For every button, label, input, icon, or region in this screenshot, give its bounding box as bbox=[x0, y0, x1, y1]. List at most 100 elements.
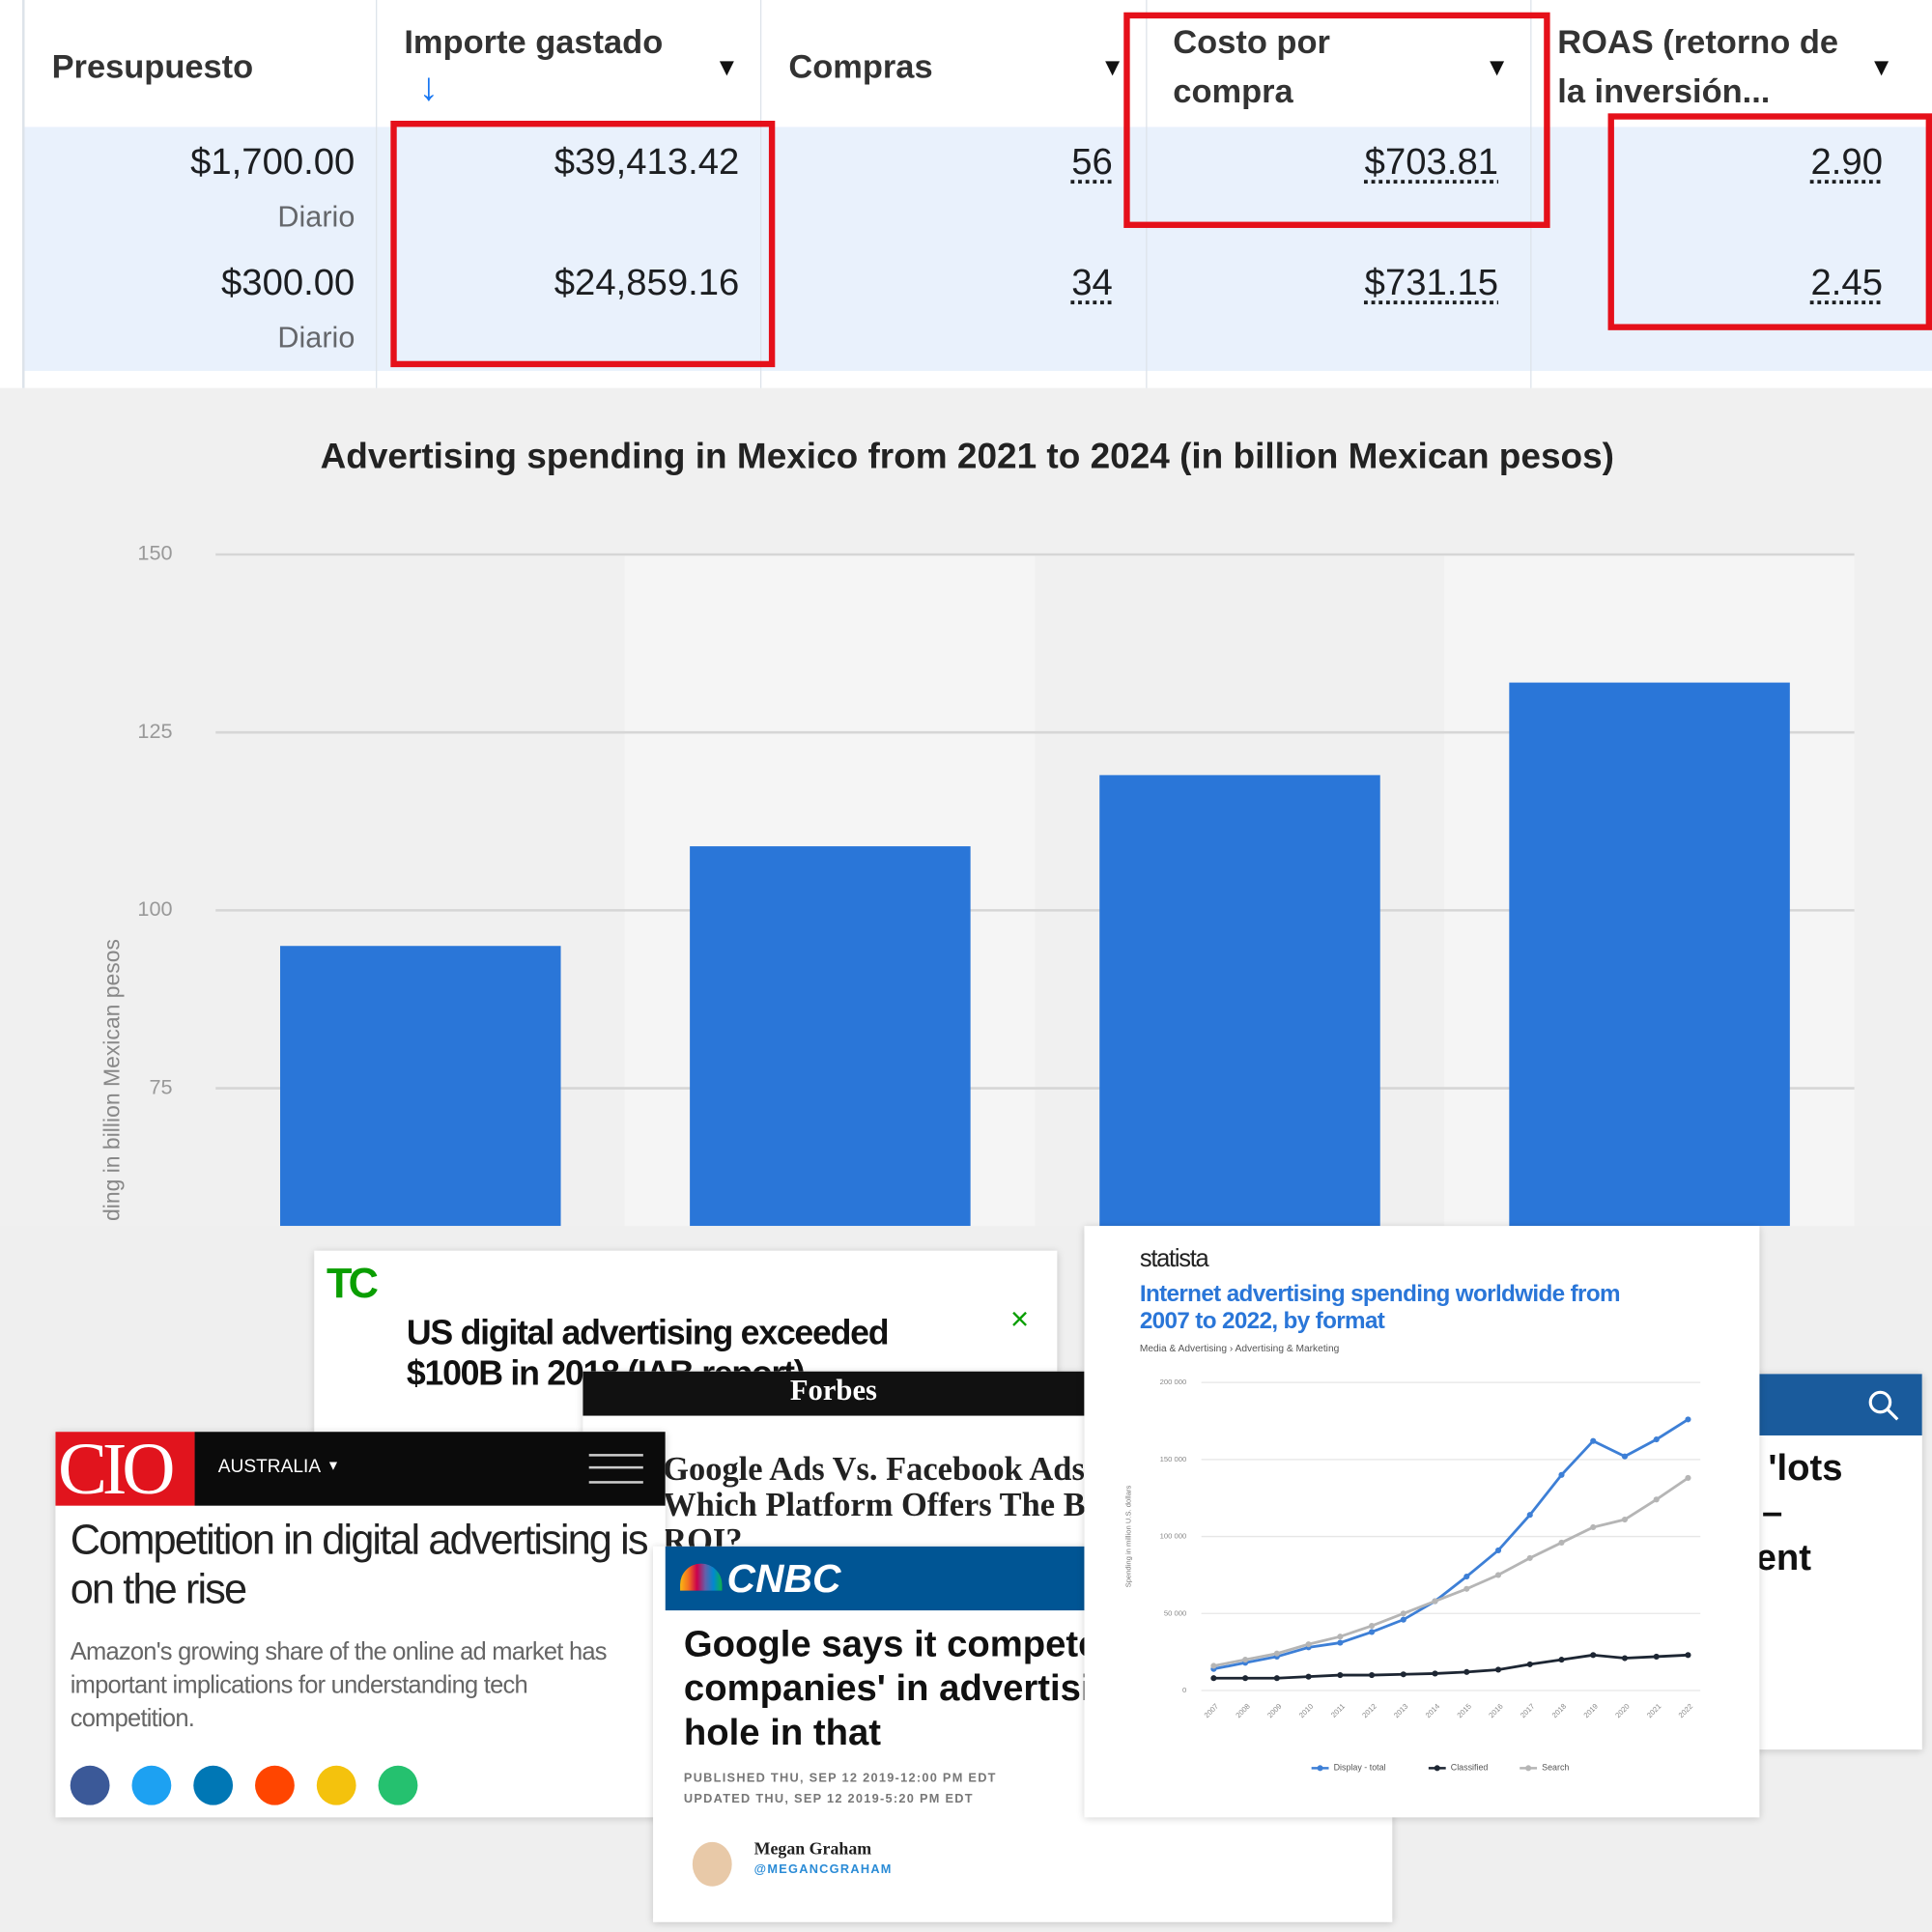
data-point bbox=[1337, 1671, 1344, 1679]
purchases[interactable]: 34 bbox=[1071, 262, 1113, 303]
print-icon[interactable] bbox=[378, 1765, 418, 1805]
search-icon[interactable] bbox=[1866, 1388, 1901, 1423]
data-point bbox=[1305, 1641, 1312, 1648]
cio-card: CIO AUSTRALIA ▼ Competition in digital a… bbox=[55, 1432, 666, 1818]
y-tick-label: 100 000 bbox=[1160, 1532, 1187, 1541]
column-header[interactable]: Presupuesto bbox=[51, 47, 254, 86]
cost-per-purchase[interactable]: $731.15 bbox=[1364, 262, 1499, 303]
search-icon-handle bbox=[1886, 1408, 1899, 1421]
edition[interactable]: AUSTRALIA bbox=[217, 1456, 322, 1478]
dropdown-icon[interactable]: ▼ bbox=[1100, 54, 1125, 82]
x-tick-label: 2019 bbox=[1582, 1702, 1600, 1719]
data-point bbox=[1432, 1670, 1438, 1677]
chart-title: Internet advertising spending worldwide … bbox=[1139, 1281, 1621, 1335]
roas[interactable]: 2.45 bbox=[1810, 262, 1883, 303]
dropdown-icon[interactable]: ▼ bbox=[1484, 54, 1510, 82]
dropdown-icon[interactable]: ▼ bbox=[714, 54, 740, 82]
legend-swatch-dot bbox=[1317, 1765, 1323, 1772]
column-header[interactable]: Compras bbox=[788, 47, 933, 86]
close-icon[interactable]: × bbox=[1009, 1299, 1030, 1337]
menu-icon[interactable] bbox=[588, 1454, 643, 1484]
column-divider bbox=[376, 0, 378, 388]
dropdown-icon[interactable]: ▼ bbox=[1868, 54, 1894, 82]
ads-table: Presupuesto Importe gastado ↓ ▼ Compras … bbox=[0, 0, 1932, 388]
x-tick-label: 2010 bbox=[1297, 1702, 1315, 1719]
chart-title: Advertising spending in Mexico from 2021… bbox=[321, 436, 1614, 475]
bar-chart: Advertising spending in Mexico from 2021… bbox=[0, 387, 1932, 1227]
series-line bbox=[1213, 1476, 1690, 1667]
headline-fragment: ent bbox=[1755, 1537, 1811, 1578]
logo: CIO bbox=[57, 1432, 176, 1510]
data-point bbox=[1463, 1585, 1470, 1592]
logo: TC bbox=[327, 1260, 379, 1308]
updated-date: UPDATED THU, SEP 12 2019-5:20 PM EDT bbox=[683, 1792, 974, 1806]
search-icon-lens bbox=[1868, 1390, 1892, 1414]
data-point bbox=[1558, 1657, 1565, 1663]
nav-bar bbox=[194, 1432, 666, 1506]
author-name[interactable]: Megan Graham bbox=[753, 1840, 872, 1860]
logo-box bbox=[55, 1432, 195, 1506]
statista-card: statista Internet advertising spending w… bbox=[1084, 1226, 1760, 1818]
linkedin-icon[interactable] bbox=[193, 1765, 234, 1805]
data-point bbox=[1558, 1471, 1565, 1478]
author-handle[interactable]: @MEGANCGRAHAM bbox=[753, 1862, 893, 1877]
line-chart: Spending in million U.S. dollars 0 50 000… bbox=[1123, 1378, 1701, 1773]
data-point bbox=[1400, 1616, 1406, 1623]
x-tick-label: 2009 bbox=[1265, 1702, 1283, 1719]
email-icon[interactable] bbox=[316, 1765, 356, 1805]
bar bbox=[280, 946, 561, 1227]
author-avatar[interactable] bbox=[692, 1841, 732, 1887]
facebook-icon[interactable] bbox=[70, 1765, 110, 1805]
bar bbox=[690, 846, 971, 1227]
data-point bbox=[1337, 1634, 1344, 1640]
column-header[interactable]: Costo por compra bbox=[1173, 23, 1330, 110]
column-header[interactable]: ROAS (retorno de la inversión... bbox=[1557, 23, 1839, 110]
column-divider bbox=[759, 0, 762, 388]
x-tick-label: 2013 bbox=[1392, 1702, 1409, 1719]
column-header[interactable]: Importe gastado bbox=[404, 23, 664, 61]
budget-period: Diario bbox=[277, 321, 355, 355]
data-point bbox=[1273, 1675, 1280, 1682]
y-tick-label: 0 bbox=[1182, 1686, 1186, 1694]
data-point bbox=[1494, 1572, 1502, 1578]
forbes-card: Forbes Google Ads Vs. Facebook Ads: Whic… bbox=[582, 1371, 1085, 1556]
x-tick-label: 2017 bbox=[1519, 1702, 1536, 1719]
roas[interactable]: 2.90 bbox=[1810, 141, 1883, 183]
amount-spent: $24,859.16 bbox=[554, 262, 740, 303]
purchases[interactable]: 56 bbox=[1071, 141, 1113, 183]
menu-icon-line bbox=[588, 1465, 643, 1469]
data-point bbox=[1590, 1652, 1597, 1659]
brand: CNBC bbox=[726, 1555, 841, 1601]
twitter-icon[interactable] bbox=[131, 1765, 172, 1805]
data-point bbox=[1463, 1668, 1470, 1675]
data-point bbox=[1400, 1610, 1406, 1617]
budget: $1,700.00 bbox=[190, 141, 355, 183]
x-tick-label: 2016 bbox=[1487, 1702, 1504, 1719]
data-point bbox=[1337, 1639, 1344, 1646]
sort-arrow[interactable]: ↓ bbox=[418, 64, 440, 109]
x-tick-label: 2022 bbox=[1677, 1702, 1694, 1719]
legend-label: Display - total bbox=[1334, 1763, 1386, 1773]
highlight-box bbox=[1123, 12, 1550, 228]
data-point bbox=[1621, 1655, 1629, 1662]
x-tick-label: 2012 bbox=[1360, 1702, 1378, 1719]
x-tick-label: 2011 bbox=[1329, 1702, 1347, 1719]
dropdown-icon[interactable]: ▼ bbox=[327, 1459, 340, 1474]
peacock-logo bbox=[680, 1563, 723, 1591]
headline-fragment: – bbox=[1761, 1492, 1783, 1533]
series-line bbox=[1213, 1418, 1690, 1671]
x-tick-label: 2018 bbox=[1550, 1702, 1568, 1719]
header-bar bbox=[665, 1546, 1097, 1611]
cost-per-purchase[interactable]: $703.81 bbox=[1364, 141, 1499, 183]
y-tick-label: 75 bbox=[149, 1074, 172, 1098]
x-tick-label: 2020 bbox=[1613, 1702, 1631, 1719]
y-tick-label: 200 000 bbox=[1160, 1378, 1187, 1386]
legend-label: Classified bbox=[1451, 1763, 1489, 1773]
data-point bbox=[1590, 1437, 1597, 1444]
data-point bbox=[1685, 1652, 1691, 1659]
data-point bbox=[1369, 1622, 1376, 1630]
reddit-icon[interactable] bbox=[255, 1765, 295, 1805]
legend-label: Search bbox=[1542, 1763, 1569, 1773]
